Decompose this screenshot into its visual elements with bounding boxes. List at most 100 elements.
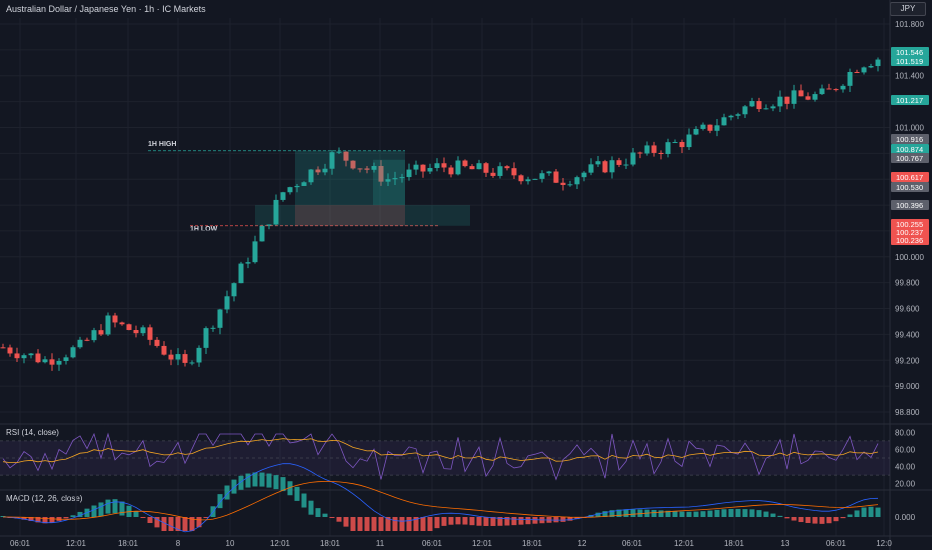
macd-histogram-bar (532, 517, 538, 524)
macd-histogram-bar (637, 509, 643, 517)
loss-zone (295, 205, 405, 226)
price-badge (891, 172, 929, 182)
candle-body (462, 160, 468, 167)
macd-histogram-bar (133, 511, 139, 517)
candle-body (693, 128, 699, 135)
macd-histogram-bar (784, 517, 790, 519)
macd-tick-label: 0.000 (895, 513, 916, 522)
price-badge-label: 100.916 (896, 135, 923, 144)
signal-line (3, 481, 879, 521)
macd-histogram-bar (791, 517, 797, 521)
candle-body (84, 339, 90, 341)
macd-histogram-bar (406, 517, 412, 531)
macd-histogram-bar (868, 506, 874, 517)
candle-body (35, 353, 41, 363)
candle-body (770, 106, 776, 109)
candle-body (322, 168, 328, 173)
macd-histogram-bar (413, 517, 419, 531)
macd-histogram-bar (42, 517, 48, 524)
macd-histogram-bar (728, 508, 734, 517)
macd-histogram-bar (693, 511, 699, 517)
price-badge (891, 134, 929, 144)
time-tick-label: 18:01 (320, 539, 341, 548)
candle-body (217, 309, 223, 328)
price-badge-label: 100.255 (896, 220, 923, 229)
macd-histogram-bar (777, 515, 783, 517)
candle-body (385, 179, 391, 182)
price-badge-label: 101.217 (896, 96, 923, 105)
rsi-tick-label: 60.00 (895, 445, 916, 454)
rsi-title[interactable]: RSI (14, close) (6, 428, 59, 437)
macd-histogram-bar (721, 509, 727, 517)
price-badge (891, 144, 929, 154)
candle-body (644, 145, 650, 154)
macd-histogram-bar (770, 513, 776, 517)
macd-histogram-bar (28, 517, 34, 521)
price-badge (891, 153, 929, 163)
candle-body (574, 177, 580, 185)
rsi-ma-line (2, 438, 879, 464)
candle-body (91, 330, 97, 341)
macd-histogram-bar (140, 517, 146, 518)
candle-body (252, 241, 258, 263)
candle-body (210, 327, 216, 329)
candle-body (721, 117, 727, 126)
time-tick-label: 13 (781, 539, 790, 548)
candle-body (182, 354, 188, 363)
range-zone (255, 205, 470, 226)
time-tick-label: 06:01 (422, 539, 443, 548)
candle-body (350, 160, 356, 169)
candle-body (259, 225, 265, 242)
macd-histogram-bar (434, 517, 440, 529)
macd-histogram-bar (798, 517, 804, 523)
macd-histogram-bar (336, 517, 342, 522)
price-badge-label: 100.237 (896, 228, 923, 237)
price-tick-label: 101.400 (895, 72, 924, 81)
macd-histogram-bar (105, 499, 111, 514)
candle-body (560, 182, 566, 185)
candle-body (630, 152, 636, 165)
macd-histogram-bar (861, 507, 867, 517)
candle-body (777, 96, 783, 107)
macd-histogram-bar (560, 517, 566, 522)
macd-histogram-bar (273, 475, 279, 490)
candle-body (609, 160, 615, 173)
macd-histogram-bar (511, 517, 517, 526)
macd-histogram-bar (350, 517, 356, 531)
candle-body (70, 347, 76, 358)
candle-body (497, 166, 503, 176)
macd-title[interactable]: MACD (12, 26, close) (6, 494, 83, 503)
macd-histogram-bar (763, 511, 769, 517)
macd-histogram-bar (238, 475, 244, 490)
macd-histogram-bar (308, 500, 314, 515)
symbol-title[interactable]: Australian Dollar / Japanese Yen · 1h · … (6, 4, 206, 14)
time-tick-label: 12:01 (674, 539, 695, 548)
candle-body (623, 164, 629, 166)
candle-body (700, 124, 706, 129)
macd-histogram-bar (427, 517, 433, 531)
candle-body (686, 134, 692, 148)
candle-body (742, 106, 748, 115)
macd-histogram-bar (756, 510, 762, 517)
time-tick-label: 06:01 (826, 539, 847, 548)
price-badge (891, 47, 929, 57)
macd-histogram-bar (651, 509, 657, 517)
macd-histogram-bar (497, 517, 503, 526)
macd-histogram-bar (623, 509, 629, 517)
candle-body (826, 88, 832, 90)
candle-body (98, 330, 104, 335)
macd-histogram-bar (196, 517, 202, 528)
candle-body (714, 125, 720, 131)
macd-histogram-bar (392, 517, 398, 531)
macd-histogram-bar (847, 514, 853, 517)
candle-body (476, 163, 482, 170)
candle-body (42, 359, 48, 363)
macd-histogram-bar (672, 511, 678, 517)
candle-body (329, 152, 335, 169)
candle-body (595, 161, 601, 165)
macd-histogram-bar (371, 517, 377, 531)
macd-histogram-bar (189, 517, 195, 531)
macd-histogram-bar (357, 517, 363, 531)
